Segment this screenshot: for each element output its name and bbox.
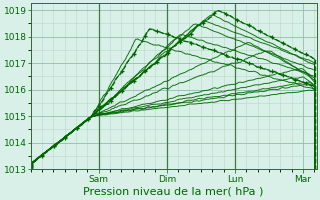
X-axis label: Pression niveau de la mer( hPa ): Pression niveau de la mer( hPa )	[84, 187, 264, 197]
